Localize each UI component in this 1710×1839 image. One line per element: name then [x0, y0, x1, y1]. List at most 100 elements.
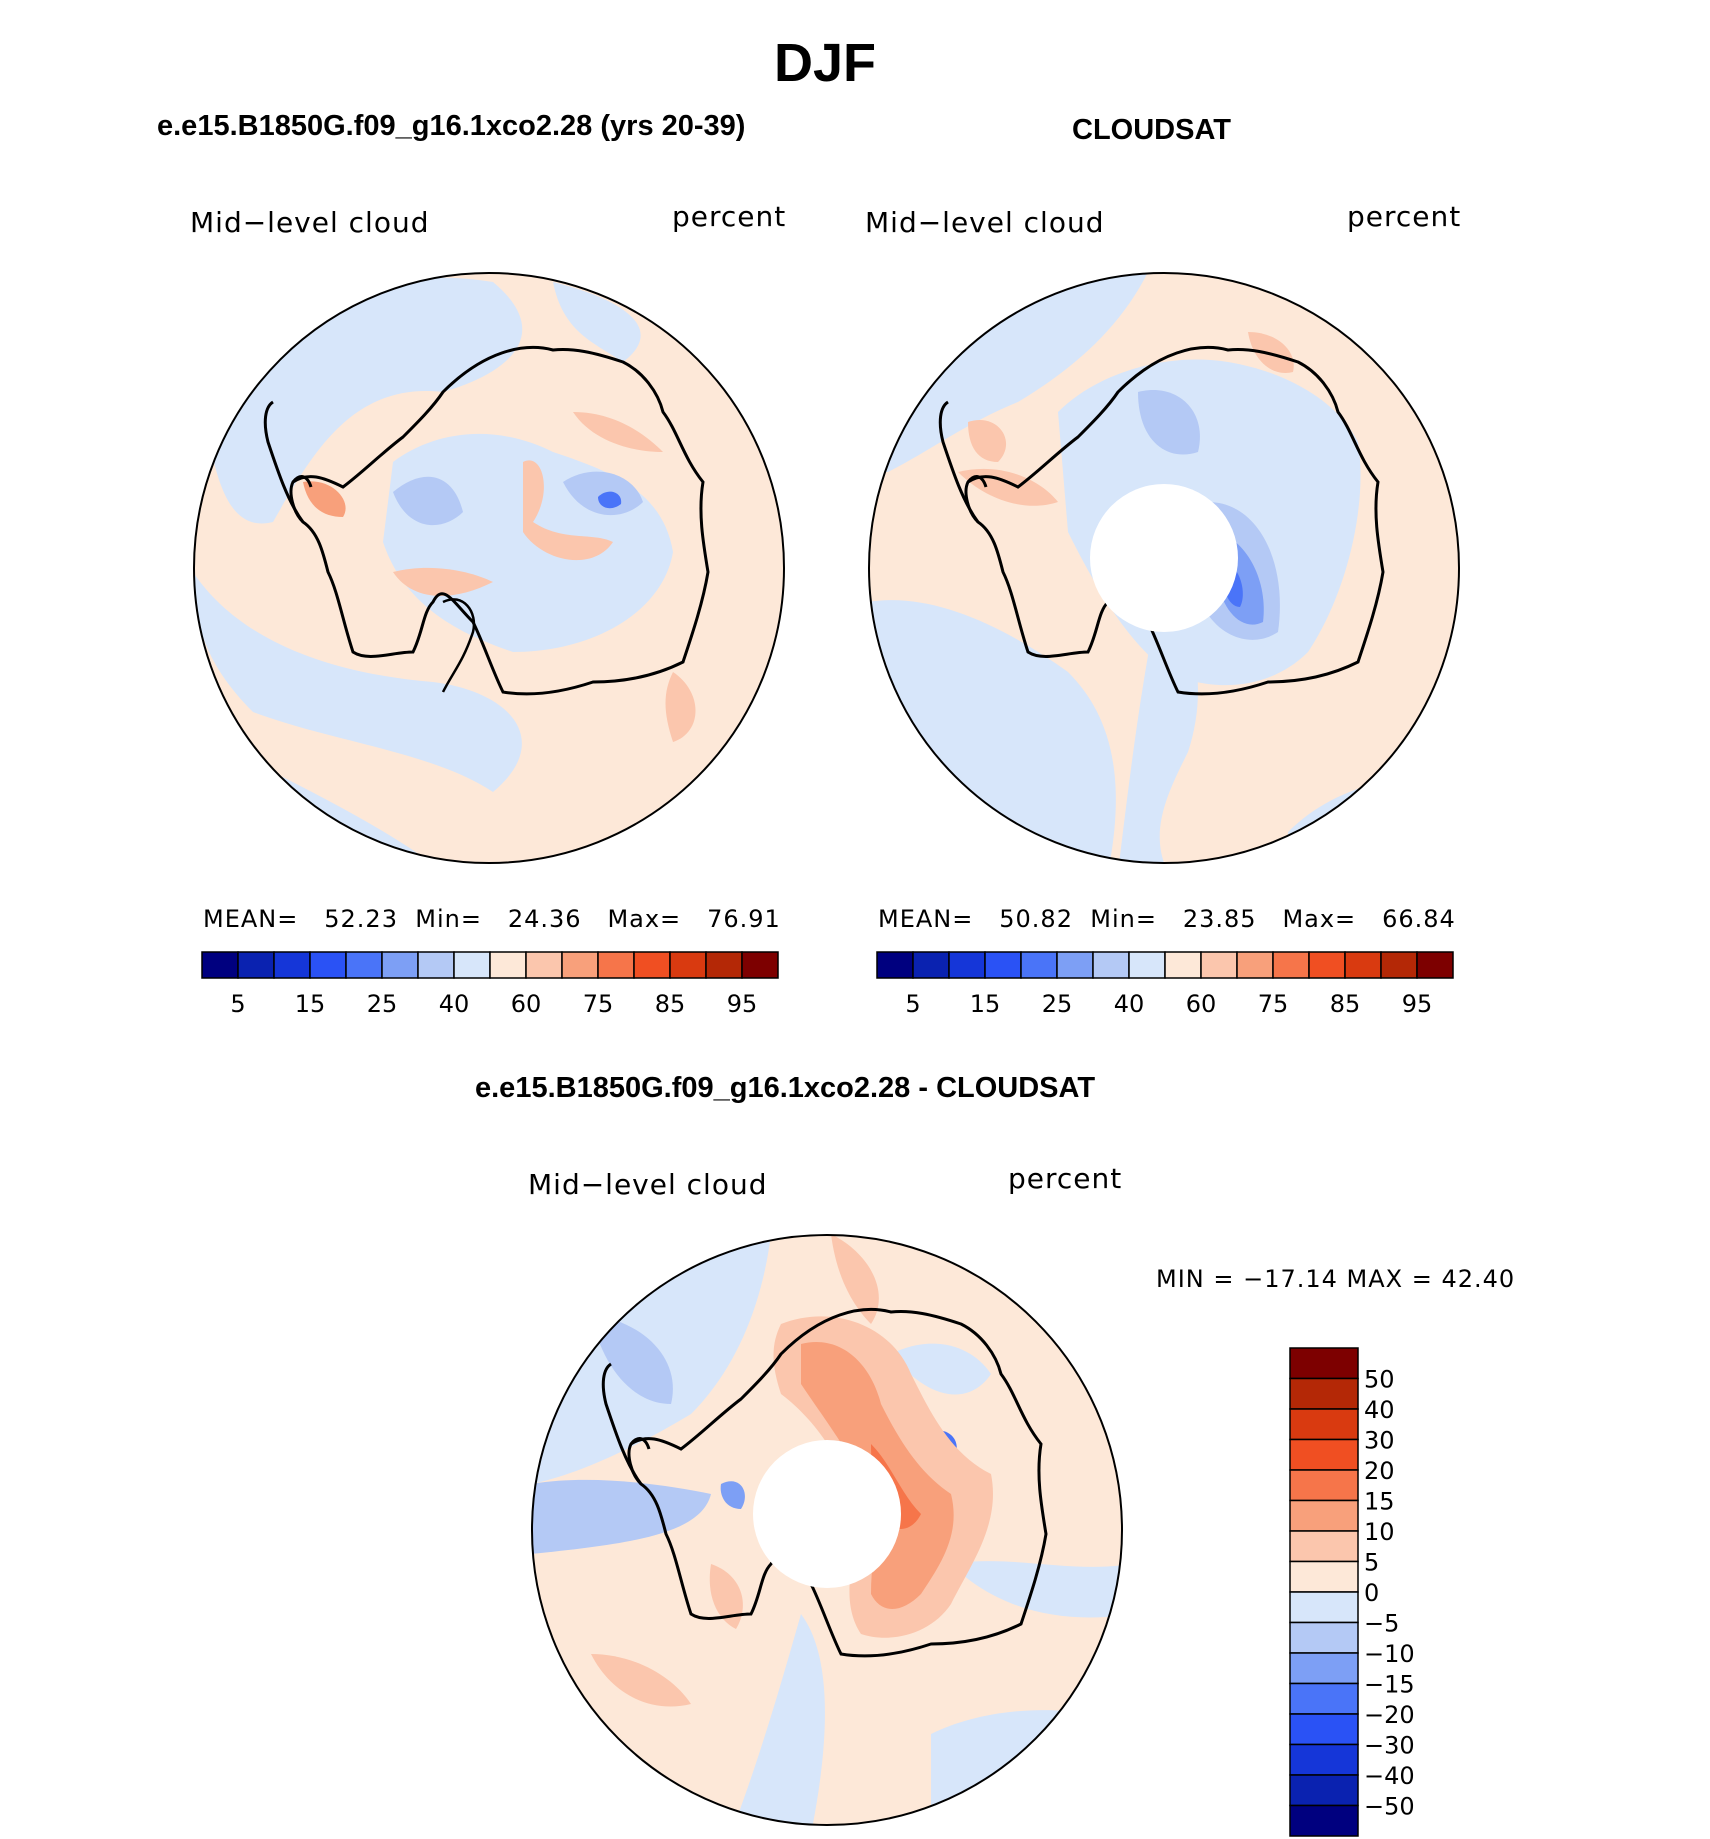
- panel1-colorbar-tick-label: 95: [727, 990, 758, 1018]
- panel2-colorbar-swatch: [1344, 951, 1382, 979]
- panel2-colorbar-swatch: [1056, 951, 1094, 979]
- panel2-subtitle: CLOUDSAT: [1072, 114, 1231, 146]
- panel3-colorbar-tick-label: −40: [1364, 1762, 1415, 1790]
- panel2-colorbar: 5 15 25 40 60 75 85 95: [876, 951, 1454, 1018]
- panel3-colorbar-swatch: [1289, 1652, 1359, 1685]
- panel1-ross-ice-shelf: [441, 598, 476, 693]
- panel2-colorbar-swatch: [1164, 951, 1202, 979]
- panel2-colorbar-tick-label: 95: [1402, 990, 1433, 1018]
- panel2-colorbar-tick-label: 60: [1186, 990, 1217, 1018]
- panel2-map: [868, 272, 1460, 864]
- panel3-colorbar-tick-label: −5: [1364, 1610, 1399, 1638]
- panel3-antarctica-coast: [627, 1308, 1048, 1658]
- panel2-colorbar-swatch: [984, 951, 1022, 979]
- panel2-max-value: 66.84: [1382, 905, 1456, 933]
- panel3-blue-region: [951, 1561, 1122, 1618]
- panel3-map: [531, 1234, 1123, 1826]
- panel2-red-region: [968, 420, 1007, 462]
- panel3-colorbar-tick-label: 0: [1364, 1579, 1379, 1607]
- panel3-colorbar-swatch: [1289, 1469, 1359, 1502]
- panel1-colorbar-tick-label: 15: [295, 990, 326, 1018]
- panel3-blue-region: [591, 1314, 673, 1404]
- panel2-colorbar-tick-label: 5: [905, 990, 920, 1018]
- panel2-colorbar-swatch: [1272, 951, 1310, 979]
- panel1-stats: MEAN= 52.23 Min= 24.36 Max= 76.91: [203, 905, 781, 933]
- panel1-colorbar-swatch: [561, 951, 599, 979]
- panel2-colorbar-swatch: [1308, 951, 1346, 979]
- panel3-red-strip: [709, 1564, 743, 1629]
- panel3-colorbar-tick-label: −15: [1364, 1671, 1415, 1699]
- panel3-red-strip: [831, 1235, 879, 1324]
- panel1-map: [193, 272, 785, 864]
- panel1-peninsula: [263, 400, 313, 523]
- panel3-subtitle: e.e15.B1850G.f09_g16.1xco2.28 - CLOUDSAT: [475, 1072, 1096, 1104]
- panel3-colorbar-tick-label: −30: [1364, 1732, 1415, 1760]
- panel3-min-max: MIN = −17.14 MAX = 42.40: [1156, 1265, 1516, 1293]
- panel1-variable-label: Mid−level cloud: [190, 206, 430, 239]
- panel3-colorbar-swatch: [1289, 1408, 1359, 1441]
- panel1-max-label: Max=: [607, 905, 682, 933]
- panel3-map-border: [531, 1234, 1123, 1826]
- panel2-missing-data-hole: [1090, 484, 1238, 632]
- panel3-colorbar-tick-label: 5: [1364, 1549, 1379, 1577]
- panel3-peninsula: [601, 1362, 651, 1485]
- panel3-variable-label: Mid−level cloud: [528, 1168, 768, 1201]
- panel2-colorbar-swatch: [1416, 951, 1454, 979]
- panel1-colorbar-tick-label: 5: [230, 990, 245, 1018]
- panel1-red-region: [393, 567, 493, 596]
- panel1-colorbar-swatch: [633, 951, 671, 979]
- panel3-colorbar-swatch: [1289, 1530, 1359, 1563]
- panel1-colorbar-swatch: [705, 951, 743, 979]
- panel3-colorbar-swatch: [1289, 1591, 1359, 1624]
- panel2-map-border: [868, 272, 1460, 864]
- panel3-colorbar-tick-label: 20: [1364, 1457, 1395, 1485]
- panel2-variable-label: Mid−level cloud: [865, 206, 1105, 239]
- panel3-blue-region: [931, 1710, 1091, 1814]
- panel1-blue-region: [194, 572, 522, 792]
- panel1-colorbar-swatch: [345, 951, 383, 979]
- panel2-colorbar-swatch: [1092, 951, 1130, 979]
- panel1-colorbar-swatch: [453, 951, 491, 979]
- panel3-colorbar-swatch: [1289, 1713, 1359, 1746]
- panel3-colorbar-swatch: [1289, 1377, 1359, 1410]
- panel3-colorbar-tick-label: 50: [1364, 1366, 1395, 1394]
- panel2-mean-label: MEAN=: [878, 905, 974, 933]
- panel1-colorbar-tick-label: 75: [583, 990, 614, 1018]
- panel1-colorbar-swatch: [669, 951, 707, 979]
- panel3-colorbar-swatch: [1289, 1347, 1359, 1380]
- panel1-colorbar-swatch: [237, 951, 275, 979]
- panel1-colorbar-swatch: [525, 951, 563, 979]
- panel1-colorbar-swatch: [417, 951, 455, 979]
- panel1-red-region: [573, 412, 663, 452]
- panel1-max-value: 76.91: [707, 905, 781, 933]
- panel1-units-label: percent: [672, 200, 787, 233]
- panel2-colorbar-tick-label: 15: [970, 990, 1001, 1018]
- panel3-colorbar-swatch: [1289, 1682, 1359, 1715]
- panel1-map-border: [193, 272, 785, 864]
- panel1-colorbar-swatch: [489, 951, 527, 979]
- panel1-min-label: Min=: [415, 905, 482, 933]
- panel3-red-strip: [591, 1654, 691, 1707]
- panel1-red-region: [523, 460, 613, 561]
- panel3-colorbar-swatch: [1289, 1499, 1359, 1532]
- panel1-colorbar-tick-label: 25: [367, 990, 398, 1018]
- panel2-mean-value: 50.82: [999, 905, 1073, 933]
- panel3-colorbar-swatch: [1289, 1438, 1359, 1471]
- panel1-blue-region: [553, 282, 641, 362]
- panel1-colorbar: 5 15 25 40 60 75 85 95: [201, 951, 779, 1018]
- panel2-max-label: Max=: [1282, 905, 1357, 933]
- panel2-colorbar-tick-label: 75: [1258, 990, 1289, 1018]
- panel2-colorbar-swatch: [1380, 951, 1418, 979]
- panel1-colorbar-swatch: [201, 951, 239, 979]
- panel2-stats: MEAN= 50.82 Min= 23.85 Max= 66.84: [878, 905, 1456, 933]
- panel1-colorbar-tick-label: 85: [655, 990, 686, 1018]
- panel3-colorbar-tick-label: −50: [1364, 1793, 1415, 1821]
- panel2-colorbar-tick-label: 40: [1114, 990, 1145, 1018]
- panel3-missing-data-hole: [753, 1440, 901, 1588]
- panel1-mean-label: MEAN=: [203, 905, 299, 933]
- panel1-colorbar-swatch: [273, 951, 311, 979]
- panel2-antarctica-coast: [964, 346, 1385, 696]
- panel1-subtitle: e.e15.B1850G.f09_g16.1xco2.28 (yrs 20-39…: [157, 110, 746, 142]
- panel3-colorbar-tick-label: 10: [1364, 1518, 1395, 1546]
